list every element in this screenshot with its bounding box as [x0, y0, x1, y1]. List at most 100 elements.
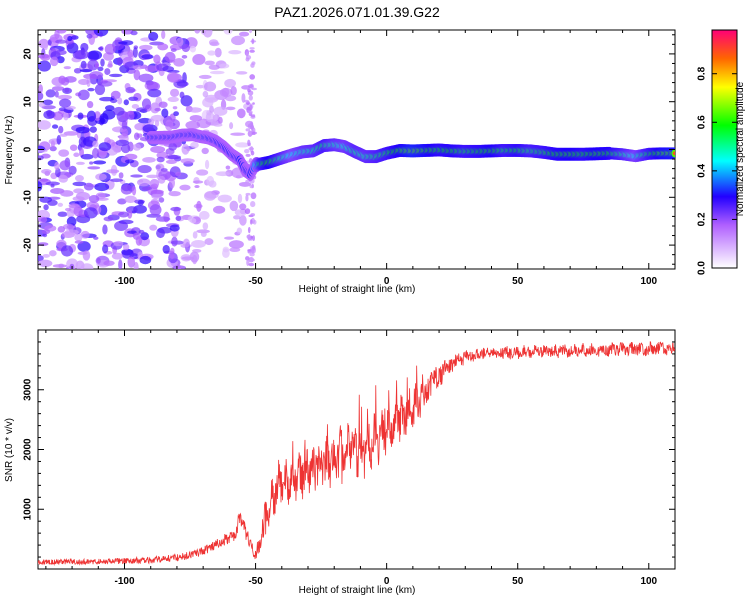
spectrogram-scatter-blob [157, 226, 173, 234]
spectrogram-scatter-blob [77, 241, 91, 252]
spectrogram-scatter-blob [98, 81, 113, 87]
spectrogram-scatter-blob [73, 68, 82, 74]
spectrogram-scatter-blob [38, 84, 43, 94]
spectrogram-scatter-blob [74, 233, 83, 242]
spectrogram-scatter-blob [127, 209, 133, 219]
spectrogram-scatter-blob [191, 240, 206, 248]
spectrogram-scatter-blob [58, 75, 66, 84]
snr-x-tick-label: 100 [640, 576, 657, 587]
spectrogram-scatter-blob [236, 227, 243, 235]
spectrogram-scatter-blob [248, 262, 255, 267]
spectrogram-scatter-blob [56, 135, 62, 145]
spectrogram-scatter-blob [45, 181, 60, 186]
spectrogram-scatter-blob [55, 39, 67, 44]
spectrogram-scatter-blob [250, 235, 253, 239]
spectrogram-scatter-blob [167, 154, 182, 160]
spectrogram-scatter-blob [179, 184, 191, 191]
spectrogram-scatter-blob [247, 123, 254, 130]
spectrogram-scatter-blob [79, 68, 93, 73]
spectrogram-scatter-blob [127, 230, 137, 234]
spectrogram-scatter-blob [86, 110, 97, 122]
spectrogram-scatter-blob [208, 64, 220, 70]
spectrogram-scatter-blob [137, 165, 152, 174]
spectrogram-scatter-blob [132, 47, 138, 58]
spectrogram-scatter-blob [162, 244, 170, 254]
spectrogram-scatter-blob [229, 200, 239, 212]
spectrogram-scatter-blob [201, 147, 209, 155]
spectrogram-scatter-blob [141, 54, 154, 60]
spectrogram-scatter-blob [244, 148, 250, 154]
spectrogram-scatter-blob [103, 216, 114, 222]
spectrogram-scatter-blob [213, 106, 228, 116]
spectrogram-scatter-blob [170, 48, 177, 52]
spectrogram-y-tick-label: -20 [23, 237, 34, 252]
spectrogram-scatter-blob [80, 263, 94, 269]
spectrogram-scatter-blob [112, 106, 125, 116]
spectrogram-scatter-blob [107, 63, 113, 68]
spectrogram-scatter-blob [131, 185, 137, 196]
spectrogram-scatter-blob [140, 232, 150, 241]
spectrogram-scatter-blob [66, 258, 79, 269]
spectrogram-scatter-blob [54, 161, 60, 171]
spectrogram-scatter-blob [181, 55, 188, 59]
spectrogram-scatter-blob [38, 255, 44, 262]
spectrogram-scatter-blob [169, 224, 180, 232]
spectrogram-scatter-blob [198, 210, 210, 220]
spectrogram-scatter-blob [42, 99, 54, 106]
spectrogram-scatter-blob [189, 218, 197, 224]
spectrogram-scatter-blob [88, 195, 100, 203]
spectrogram-scatter-blob [75, 126, 90, 134]
spectrogram-scatter-blob [49, 146, 57, 152]
colorbar-rect [711, 29, 738, 269]
page-title: PAZ1.2026.071.01.39.G22 [274, 4, 440, 20]
spectrogram-scatter-blob [181, 143, 190, 155]
spectrogram-scatter-blob [235, 142, 250, 148]
spectrogram-scatter-blob [161, 108, 169, 118]
spectrogram-scatter-blob [125, 86, 136, 94]
spectrogram-scatter-blob [136, 178, 151, 187]
spectrogram-scatter-blob [169, 113, 176, 123]
spectrogram-scatter-blob [62, 223, 75, 230]
spectrogram-scatter-blob [69, 144, 78, 151]
spectrogram-scatter-blob [89, 161, 94, 165]
spectrogram-scatter-blob [245, 57, 250, 62]
spectrogram-scatter-blob [245, 153, 251, 157]
spectrogram-x-axis-label: Height of straight line (km) [299, 284, 416, 295]
spectrogram-scatter-blob [104, 105, 115, 111]
spectrogram-scatter-blob [181, 43, 190, 53]
spectrogram-x-tick-label: 100 [640, 276, 657, 287]
spectrogram-scatter-blob [182, 72, 187, 84]
spectrogram-scatter-blob [60, 245, 74, 257]
spectrogram-y-tick-label: 10 [23, 96, 34, 108]
spectrogram-scatter-blob [64, 207, 72, 212]
spectrogram-scatter-blob [249, 47, 255, 50]
spectrogram-scatter-blob [43, 43, 48, 51]
spectrogram-scatter-blob [120, 143, 131, 154]
spectrogram-scatter-blob [58, 149, 70, 157]
spectrogram-scatter-blob [250, 192, 257, 200]
spectrogram-scatter-blob [83, 207, 98, 219]
spectrogram-scatter-blob [203, 81, 217, 92]
spectrogram-scatter-blob [215, 171, 230, 177]
spectrogram-scatter-blob [117, 57, 123, 66]
spectrogram-scatter-blob [239, 214, 247, 226]
spectrogram-scatter-blob [123, 99, 129, 106]
spectrogram-scatter-blob [66, 42, 79, 54]
spectrogram-scatter-blob [175, 215, 182, 221]
spectrogram-scatter-blob [38, 91, 44, 101]
spectrogram-scatter-blob [219, 63, 230, 69]
spectrogram-scatter-blob [118, 219, 134, 225]
spectrogram-scatter-blob [251, 131, 256, 136]
spectrogram-scatter-blob [141, 98, 152, 110]
spectrogram-x-tick-label: 0 [384, 276, 390, 287]
spectrogram-scatter-blob [146, 174, 159, 179]
snr-series-line [38, 341, 675, 566]
spectrogram-scatter-blob [190, 141, 199, 149]
spectrogram-scatter-blob [150, 145, 166, 153]
spectrogram-scatter-blob [217, 194, 232, 203]
spectrogram-scatter-blob [247, 88, 251, 93]
spectrogram-scatter-blob [127, 49, 134, 58]
spectrogram-scatter-blob [124, 153, 138, 160]
